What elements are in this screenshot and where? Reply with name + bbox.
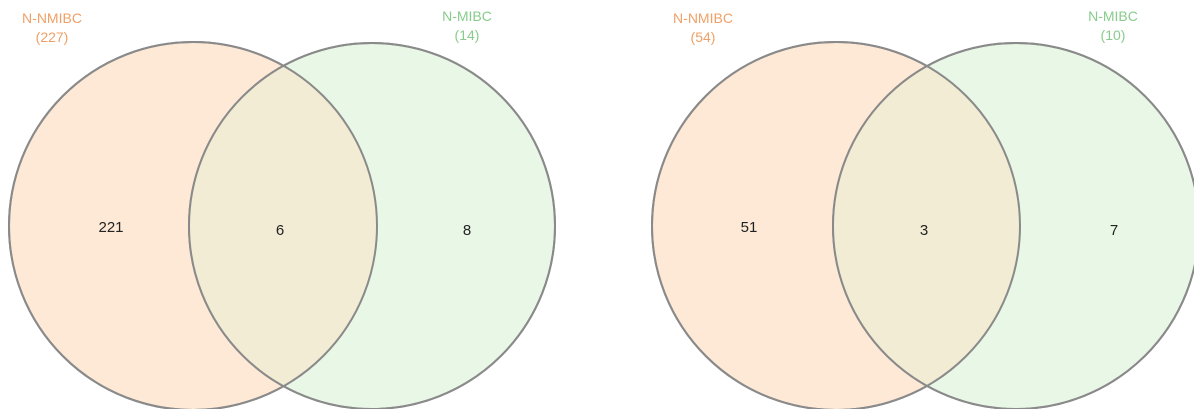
overlap-region xyxy=(833,43,1020,409)
set-b-name: N-MIBC xyxy=(442,8,492,24)
set-a-total: (227) xyxy=(36,29,69,45)
set-a-total: (54) xyxy=(691,29,716,45)
overlap-count: 6 xyxy=(276,222,284,239)
set-b-only-count: 7 xyxy=(1110,222,1118,239)
overlap-region xyxy=(189,43,377,409)
set-a-name: N-NMIBC xyxy=(22,10,82,26)
set-b-total: (14) xyxy=(455,27,480,43)
set-b-outline xyxy=(188,42,556,409)
set-b-outline xyxy=(832,42,1194,409)
set-a-only-count: 221 xyxy=(98,219,123,236)
venn-diagram-2: N-NMIBC (54) N-MIBC (10) 51 3 7 xyxy=(651,8,1194,409)
set-a-outline xyxy=(8,41,378,409)
set-a-only-count: 51 xyxy=(741,219,758,236)
venn-diagram-1: N-NMIBC (227) N-MIBC (14) 221 6 8 xyxy=(8,8,556,409)
set-a-name: N-NMIBC xyxy=(673,10,733,26)
overlap-count: 3 xyxy=(920,222,928,239)
set-a-outline xyxy=(651,41,1021,409)
set-b-name: N-MIBC xyxy=(1088,8,1138,24)
set-b-total: (10) xyxy=(1101,27,1126,43)
set-b-only-count: 8 xyxy=(463,222,471,239)
